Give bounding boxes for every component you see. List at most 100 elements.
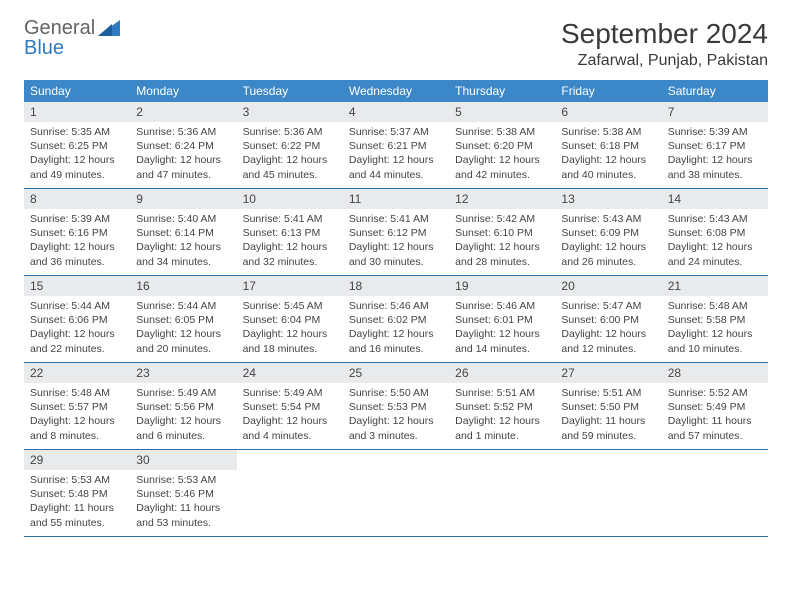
day-ss: Sunset: 6:12 PM [349, 226, 443, 240]
day-cell: 1Sunrise: 5:35 AMSunset: 6:25 PMDaylight… [24, 102, 130, 188]
day-sr: Sunrise: 5:39 AM [668, 125, 762, 139]
day-d1: Daylight: 11 hours [136, 501, 230, 515]
day-d1: Daylight: 12 hours [136, 414, 230, 428]
day-d1: Daylight: 12 hours [349, 414, 443, 428]
day-body: Sunrise: 5:39 AMSunset: 6:17 PMDaylight:… [662, 122, 768, 188]
day-d2: and 53 minutes. [136, 516, 230, 530]
day-body: Sunrise: 5:53 AMSunset: 5:46 PMDaylight:… [130, 470, 236, 536]
day-number: 3 [237, 102, 343, 122]
day-cell: 4Sunrise: 5:37 AMSunset: 6:21 PMDaylight… [343, 102, 449, 188]
logo-text: General Blue [24, 18, 95, 58]
day-sr: Sunrise: 5:46 AM [455, 299, 549, 313]
day-d1: Daylight: 12 hours [136, 240, 230, 254]
day-d2: and 1 minute. [455, 429, 549, 443]
day-number: 25 [343, 363, 449, 383]
day-cell: 28Sunrise: 5:52 AMSunset: 5:49 PMDayligh… [662, 363, 768, 449]
day-ss: Sunset: 6:21 PM [349, 139, 443, 153]
page: General Blue September 2024 Zafarwal, Pu… [0, 0, 792, 555]
day-ss: Sunset: 5:58 PM [668, 313, 762, 327]
day-d1: Daylight: 12 hours [30, 414, 124, 428]
day-number: 28 [662, 363, 768, 383]
day-d1: Daylight: 12 hours [243, 414, 337, 428]
day-cell: 22Sunrise: 5:48 AMSunset: 5:57 PMDayligh… [24, 363, 130, 449]
day-sr: Sunrise: 5:41 AM [243, 212, 337, 226]
day-cell: 18Sunrise: 5:46 AMSunset: 6:02 PMDayligh… [343, 276, 449, 362]
day-number: 16 [130, 276, 236, 296]
day-sr: Sunrise: 5:36 AM [243, 125, 337, 139]
day-number: 21 [662, 276, 768, 296]
day-d1: Daylight: 12 hours [455, 153, 549, 167]
header-row: General Blue September 2024 Zafarwal, Pu… [24, 18, 768, 70]
day-d1: Daylight: 12 hours [349, 240, 443, 254]
day-ss: Sunset: 6:14 PM [136, 226, 230, 240]
day-body: Sunrise: 5:49 AMSunset: 5:56 PMDaylight:… [130, 383, 236, 449]
day-body: Sunrise: 5:43 AMSunset: 6:09 PMDaylight:… [555, 209, 661, 275]
title-block: September 2024 Zafarwal, Punjab, Pakista… [561, 18, 768, 70]
week-row: 15Sunrise: 5:44 AMSunset: 6:06 PMDayligh… [24, 276, 768, 363]
day-d1: Daylight: 12 hours [349, 153, 443, 167]
day-sr: Sunrise: 5:48 AM [668, 299, 762, 313]
logo-word-blue: Blue [24, 37, 64, 59]
day-d2: and 45 minutes. [243, 168, 337, 182]
day-sr: Sunrise: 5:45 AM [243, 299, 337, 313]
day-d1: Daylight: 11 hours [668, 414, 762, 428]
day-cell: 10Sunrise: 5:41 AMSunset: 6:13 PMDayligh… [237, 189, 343, 275]
day-d1: Daylight: 12 hours [668, 153, 762, 167]
day-ss: Sunset: 6:10 PM [455, 226, 549, 240]
day-d2: and 14 minutes. [455, 342, 549, 356]
day-number: 13 [555, 189, 661, 209]
day-d2: and 3 minutes. [349, 429, 443, 443]
day-number: 18 [343, 276, 449, 296]
day-sr: Sunrise: 5:42 AM [455, 212, 549, 226]
day-sr: Sunrise: 5:40 AM [136, 212, 230, 226]
day-body: Sunrise: 5:42 AMSunset: 6:10 PMDaylight:… [449, 209, 555, 275]
day-sr: Sunrise: 5:35 AM [30, 125, 124, 139]
day-ss: Sunset: 6:22 PM [243, 139, 337, 153]
day-d1: Daylight: 12 hours [455, 414, 549, 428]
day-body: Sunrise: 5:37 AMSunset: 6:21 PMDaylight:… [343, 122, 449, 188]
day-d1: Daylight: 12 hours [243, 153, 337, 167]
day-body: Sunrise: 5:48 AMSunset: 5:57 PMDaylight:… [24, 383, 130, 449]
weekday-header: Sunday Monday Tuesday Wednesday Thursday… [24, 80, 768, 102]
day-number: 12 [449, 189, 555, 209]
day-sr: Sunrise: 5:39 AM [30, 212, 124, 226]
day-ss: Sunset: 6:05 PM [136, 313, 230, 327]
day-ss: Sunset: 5:57 PM [30, 400, 124, 414]
day-sr: Sunrise: 5:53 AM [136, 473, 230, 487]
day-d2: and 24 minutes. [668, 255, 762, 269]
day-number: 7 [662, 102, 768, 122]
day-sr: Sunrise: 5:37 AM [349, 125, 443, 139]
day-number: 17 [237, 276, 343, 296]
day-ss: Sunset: 6:02 PM [349, 313, 443, 327]
day-cell: 25Sunrise: 5:50 AMSunset: 5:53 PMDayligh… [343, 363, 449, 449]
day-d2: and 44 minutes. [349, 168, 443, 182]
day-cell: 7Sunrise: 5:39 AMSunset: 6:17 PMDaylight… [662, 102, 768, 188]
day-number: 30 [130, 450, 236, 470]
week-row: 22Sunrise: 5:48 AMSunset: 5:57 PMDayligh… [24, 363, 768, 450]
day-cell: 17Sunrise: 5:45 AMSunset: 6:04 PMDayligh… [237, 276, 343, 362]
day-number: 26 [449, 363, 555, 383]
empty-cell [237, 450, 343, 536]
day-sr: Sunrise: 5:38 AM [455, 125, 549, 139]
day-d1: Daylight: 12 hours [561, 240, 655, 254]
weekday-wednesday: Wednesday [343, 80, 449, 102]
day-body: Sunrise: 5:53 AMSunset: 5:48 PMDaylight:… [24, 470, 130, 536]
day-d1: Daylight: 12 hours [668, 327, 762, 341]
day-d1: Daylight: 12 hours [243, 240, 337, 254]
day-number: 4 [343, 102, 449, 122]
day-cell: 19Sunrise: 5:46 AMSunset: 6:01 PMDayligh… [449, 276, 555, 362]
day-body: Sunrise: 5:40 AMSunset: 6:14 PMDaylight:… [130, 209, 236, 275]
day-body: Sunrise: 5:52 AMSunset: 5:49 PMDaylight:… [662, 383, 768, 449]
day-sr: Sunrise: 5:47 AM [561, 299, 655, 313]
day-d2: and 36 minutes. [30, 255, 124, 269]
day-ss: Sunset: 6:13 PM [243, 226, 337, 240]
day-d2: and 30 minutes. [349, 255, 443, 269]
day-ss: Sunset: 6:09 PM [561, 226, 655, 240]
day-d2: and 34 minutes. [136, 255, 230, 269]
day-d2: and 57 minutes. [668, 429, 762, 443]
day-d2: and 10 minutes. [668, 342, 762, 356]
day-cell: 30Sunrise: 5:53 AMSunset: 5:46 PMDayligh… [130, 450, 236, 536]
day-ss: Sunset: 5:50 PM [561, 400, 655, 414]
day-sr: Sunrise: 5:49 AM [136, 386, 230, 400]
day-d1: Daylight: 12 hours [668, 240, 762, 254]
